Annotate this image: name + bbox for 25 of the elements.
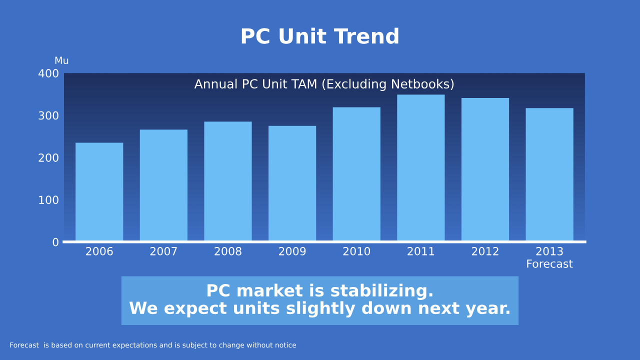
y-axis-title: Mu xyxy=(55,56,68,64)
chart-subtitle: Annual PC Unit TAM (Excluding Netbooks) xyxy=(194,78,454,91)
x-tick-label: 2010 xyxy=(343,246,370,256)
x-tick-label: 2007 xyxy=(150,246,177,256)
bar xyxy=(397,94,445,242)
y-tick-label: 300 xyxy=(38,111,58,120)
x-tick-label: 2011 xyxy=(408,246,434,256)
bar xyxy=(140,130,188,242)
x-tick-label: 2008 xyxy=(214,246,242,256)
bar xyxy=(526,108,574,242)
x-tick-label: 2009 xyxy=(278,246,306,256)
y-tick-label: 400 xyxy=(38,69,58,78)
bar xyxy=(76,142,124,242)
y-tick-label: 0 xyxy=(52,238,58,246)
x-tick-label: 2006 xyxy=(86,246,113,256)
y-tick-label: 200 xyxy=(38,153,58,162)
text: PC market is stabilizing. We expect units slightly down next year. xyxy=(129,284,510,318)
y-tick-label: 100 xyxy=(39,196,58,204)
bar xyxy=(461,98,510,242)
bar xyxy=(204,122,252,242)
x-tick-label: 2012 xyxy=(472,246,498,256)
bar xyxy=(332,107,380,242)
chart-title: PC Unit Trend xyxy=(242,28,398,44)
x-tick-label: 2013 Forecast xyxy=(527,246,573,268)
bar xyxy=(268,126,316,242)
